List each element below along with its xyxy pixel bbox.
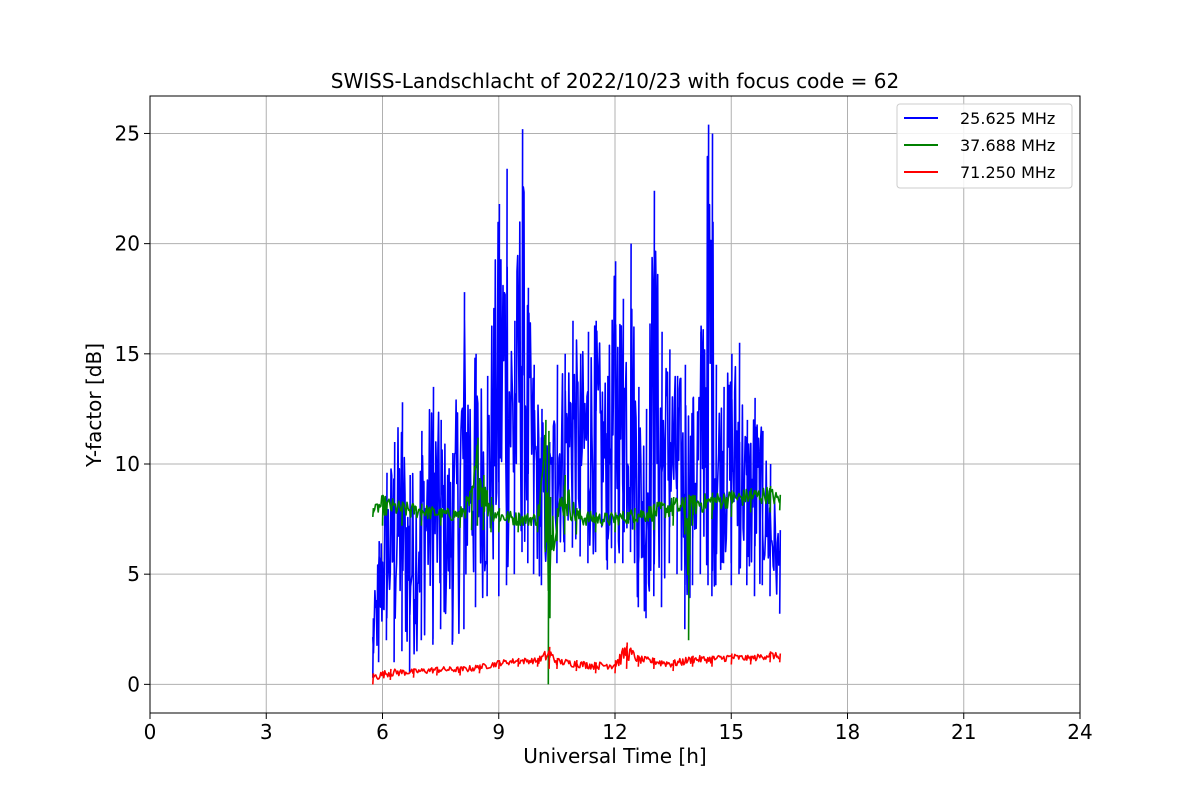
x-axis-label: Universal Time [h] (523, 744, 706, 768)
legend-label-37688: 37.688 MHz (960, 136, 1055, 155)
series-line-37688 (372, 419, 782, 685)
x-tick-label: 3 (260, 720, 273, 744)
series-layer (372, 124, 782, 685)
y-tick-label: 5 (127, 562, 140, 586)
x-tick-label: 9 (492, 720, 505, 744)
legend: 25.625 MHz 37.688 MHz 71.250 MHz (896, 103, 1073, 189)
y-axis: 0 5 10 15 20 25 (115, 121, 150, 696)
x-tick-label: 24 (1067, 720, 1092, 744)
chart-title: SWISS-Landschlacht of 2022/10/23 with fo… (331, 69, 899, 93)
y-tick-label: 20 (115, 232, 140, 256)
x-tick-label: 0 (144, 720, 157, 744)
x-tick-label: 15 (719, 720, 744, 744)
legend-label-71250: 71.250 MHz (960, 163, 1055, 182)
y-tick-label: 25 (115, 121, 140, 145)
x-tick-label: 21 (951, 720, 976, 744)
y-tick-label: 10 (115, 452, 140, 476)
x-axis: 0 3 6 9 12 15 18 21 24 (144, 713, 1093, 744)
x-tick-label: 18 (835, 720, 860, 744)
x-tick-label: 6 (376, 720, 389, 744)
x-tick-label: 12 (602, 720, 627, 744)
y-tick-label: 0 (127, 672, 140, 696)
y-tick-label: 15 (115, 342, 140, 366)
legend-label-25625: 25.625 MHz (960, 109, 1055, 128)
y-axis-label: Y-factor [dB] (82, 343, 106, 468)
series-line-25625 (372, 124, 782, 678)
series-line-71250 (372, 642, 782, 685)
legend-box (896, 103, 1073, 189)
